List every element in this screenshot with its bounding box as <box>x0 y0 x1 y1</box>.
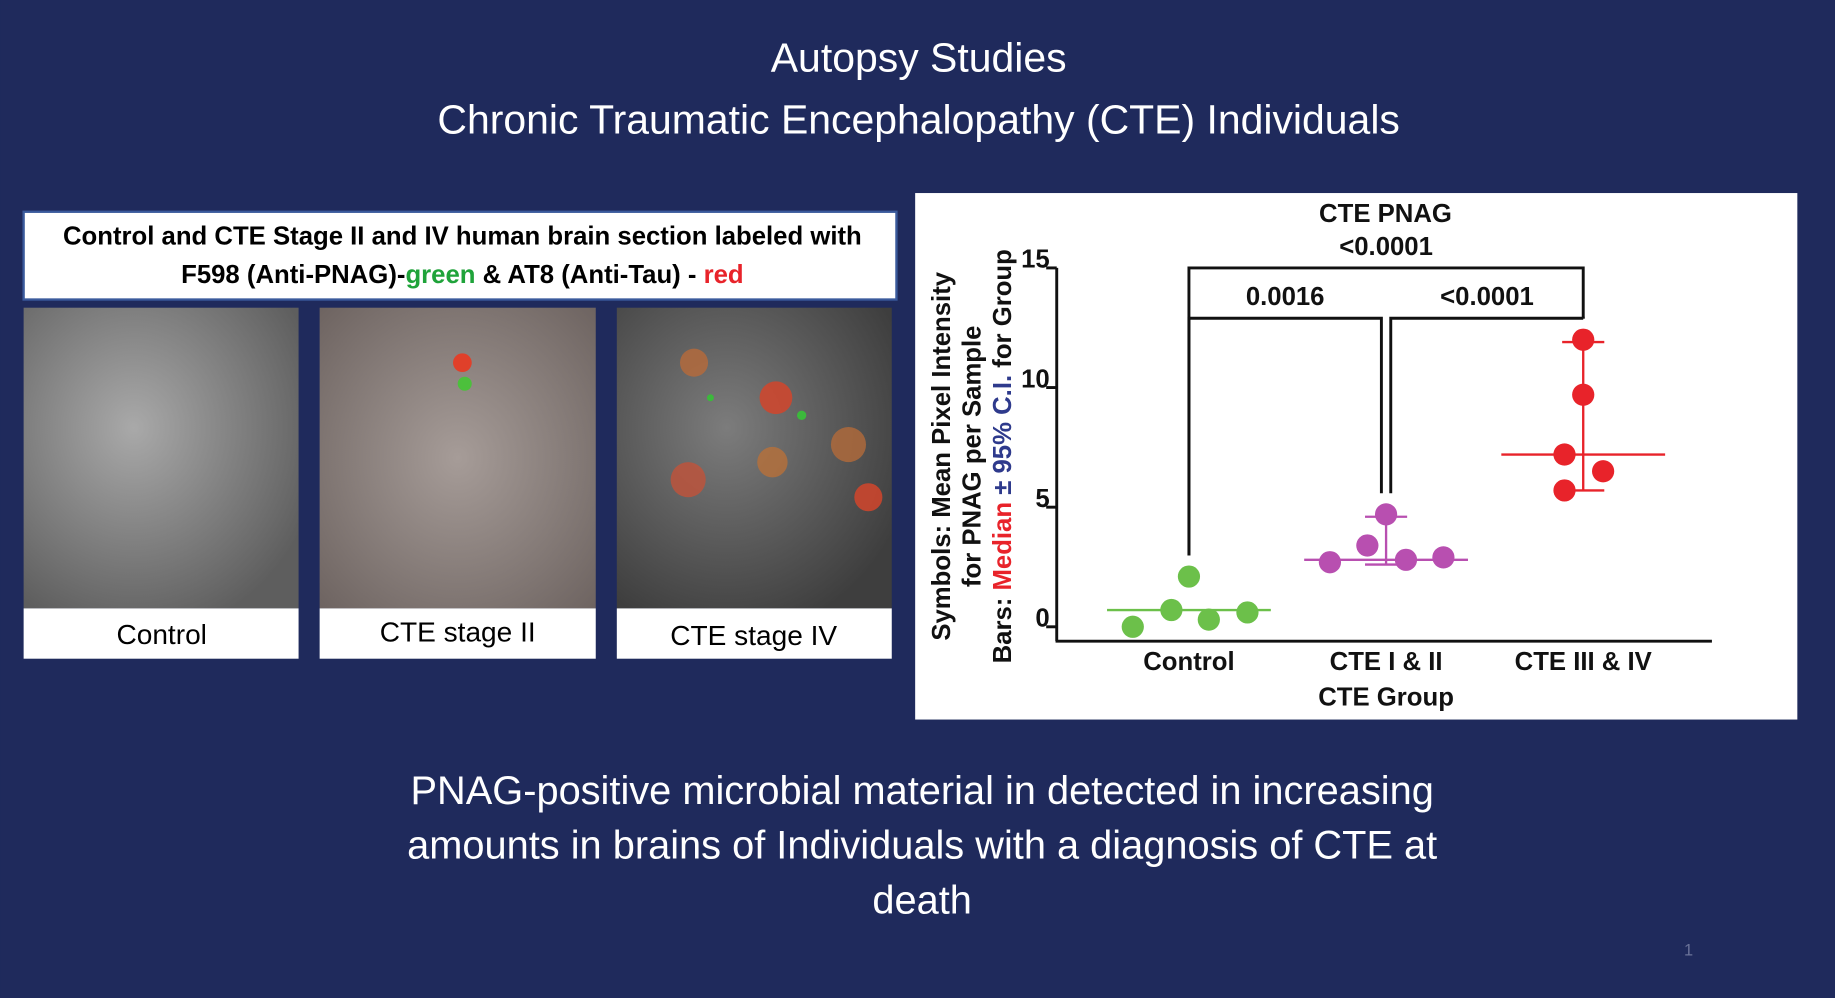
y-axis-label-part: ± 95% C.I. <box>989 375 1017 502</box>
y-axis-label-part: Symbols: Mean Pixel Intensity <box>928 271 956 640</box>
body-text: death <box>872 879 972 923</box>
panel-label-box <box>319 608 596 659</box>
x-axis-label: CTE Group <box>1318 683 1454 711</box>
chart-title: CTE PNAG <box>1319 200 1452 228</box>
title: Autopsy Studies <box>771 35 1067 81</box>
y-tick-label: 15 <box>1021 246 1050 274</box>
y-tick-label: 10 <box>1021 365 1050 393</box>
data-point <box>1197 608 1220 631</box>
significance-bracket <box>1187 316 1383 556</box>
y-axis-label-part: Median <box>989 502 1017 591</box>
data-point <box>1591 460 1615 483</box>
caption: Control and CTE Stage II and IV human br… <box>63 222 862 250</box>
y-tick-label: 0 <box>1035 605 1049 633</box>
panel-label: Control <box>116 619 206 650</box>
micrograph <box>319 307 596 609</box>
caption-part: & AT8 (Anti-Tau) - <box>475 261 703 289</box>
y-axis-label-part: for PNAG per Sample <box>958 326 986 588</box>
panel-label: CTE stage IV <box>670 620 837 651</box>
p-value: 0.0016 <box>1246 283 1325 311</box>
micrograph <box>23 307 299 609</box>
x-tick-label: CTE I & II <box>1330 648 1443 676</box>
caption-part: F598 (Anti-PNAG)- <box>181 261 405 289</box>
p-value: <0.0001 <box>1339 233 1433 261</box>
micrograph <box>616 307 892 609</box>
significance-bracket <box>1389 316 1585 494</box>
chart-box <box>915 193 1798 720</box>
p-value: <0.0001 <box>1440 283 1534 311</box>
data-point <box>1572 383 1595 406</box>
caption-part: red <box>704 261 744 289</box>
title: Chronic Traumatic Encephalopathy (CTE) I… <box>437 97 1399 143</box>
body-text: PNAG-positive microbial material in dete… <box>411 769 1434 813</box>
panel-label: CTE stage II <box>380 617 536 648</box>
data-point <box>1177 565 1201 588</box>
panel-label-box <box>23 608 299 659</box>
data-point <box>1553 443 1576 466</box>
y-tick-label: 5 <box>1035 485 1049 513</box>
y-axis-label-part: for Group <box>989 249 1017 375</box>
data-point <box>1374 503 1398 526</box>
caption: F598 (Anti-PNAG)-green & AT8 (Anti-Tau) … <box>181 261 744 289</box>
y-axis-label: Bars: Median ± 95% C.I. for Group <box>989 249 1017 663</box>
data-point <box>1121 615 1144 638</box>
cell <box>457 376 472 391</box>
data-point <box>1553 479 1576 502</box>
data-point <box>1394 548 1418 571</box>
data-point <box>1160 598 1183 622</box>
panel-label-box <box>616 608 892 659</box>
x-tick-label: Control <box>1143 648 1234 676</box>
body-text: amounts in brains of Individuals with a … <box>407 824 1437 868</box>
data-point <box>1356 534 1379 557</box>
data-point <box>1432 546 1455 569</box>
x-tick-label: CTE III & IV <box>1515 648 1652 676</box>
caption-box <box>22 210 898 301</box>
page-number: 1 <box>1684 942 1693 960</box>
chart: CTE PNAG 0 5 10 15 Symbols: Mean Pixel Intens… <box>928 200 1712 711</box>
cell <box>453 353 472 373</box>
y-axis-label-part: Bars: <box>989 591 1017 664</box>
data-point <box>1572 328 1595 351</box>
y-axis-label: for PNAG per Sample <box>958 326 986 588</box>
data-point <box>1318 551 1342 574</box>
data-point <box>1236 601 1259 624</box>
caption-part: green <box>405 261 475 289</box>
y-axis-label: Symbols: Mean Pixel Intensity <box>928 271 956 640</box>
